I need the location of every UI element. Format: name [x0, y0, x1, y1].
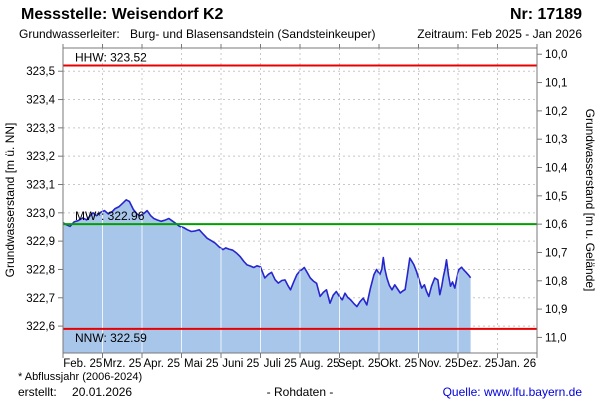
- hhw-label: HHW: 323.52: [75, 51, 147, 65]
- right-axis-tick-label: 10,4: [545, 163, 568, 175]
- left-axis-tick-label: 322,7: [26, 293, 55, 305]
- right-axis-tick-label: 10,0: [545, 49, 567, 61]
- aquifer-label: Grundwasserleiter:: [19, 27, 120, 41]
- left-axis-tick-label: 323,4: [26, 95, 55, 107]
- month-label: Nov. 25: [419, 358, 458, 370]
- month-label: Mai 25: [184, 358, 219, 370]
- month-label: Okt. 25: [380, 358, 417, 370]
- month-label: Sept. 25: [338, 358, 381, 370]
- right-axis-tick-label: 11,0: [545, 332, 567, 344]
- right-axis-tick-label: 10,5: [545, 191, 567, 203]
- month-label: Juni 25: [222, 358, 259, 370]
- right-axis-tick-label: 10,9: [545, 304, 567, 316]
- created-label: erstellt:: [18, 385, 57, 399]
- right-axis-tick-label: 10,3: [545, 134, 567, 146]
- month-label: Mrz. 25: [103, 358, 141, 370]
- month-label: Feb. 25: [63, 358, 102, 370]
- left-axis-tick-label: 323,0: [26, 208, 55, 220]
- left-axis-tick-label: 322,9: [26, 236, 55, 248]
- right-axis-title: Grundwasserstand [m u. Gelände]: [583, 109, 597, 292]
- left-axis-tick-label: 323,3: [26, 123, 55, 135]
- axis-ticks: [58, 44, 542, 358]
- footnote-abflussjahr: * Abflussjahr (2006-2024): [18, 371, 143, 383]
- right-axis-tick-label: 10,1: [545, 78, 567, 90]
- left-axis-title: Grundwasserstand [m ü. NN]: [3, 123, 17, 278]
- station-number: Nr: 17189: [509, 6, 582, 23]
- nnw-label: NNW: 322.59: [75, 331, 147, 345]
- aquifer-value: Burg- und Blasensandstein (Sandsteinkeup…: [130, 27, 376, 41]
- axis-labels: 323,5 323,4 323,3 323,2 323,1 323,0 322,9 322,8…: [3, 49, 597, 370]
- month-label: Apr. 25: [144, 358, 180, 370]
- month-label: Aug. 25: [300, 358, 340, 370]
- right-axis-tick-label: 10,2: [545, 106, 567, 118]
- month-label: Jan. 26: [498, 358, 536, 370]
- vertical-gridlines: [102, 48, 498, 353]
- right-axis-tick-label: 10,7: [545, 247, 567, 259]
- right-axis-tick-label: 10,8: [545, 276, 567, 288]
- created-row: erstellt: 20.01.2026: [18, 385, 132, 399]
- left-axis-tick-label: 323,1: [26, 179, 55, 191]
- left-axis-tick-label: 323,2: [26, 151, 55, 163]
- right-axis-tick-label: 10,6: [545, 219, 567, 231]
- left-axis-tick-label: 322,8: [26, 264, 55, 276]
- mw-label: MW*: 322.96: [75, 209, 145, 223]
- period-label: Zeitraum: Feb 2025 - Jan 2026: [417, 27, 582, 41]
- left-axis-tick-label: 322,6: [26, 321, 55, 333]
- month-label: Dez. 25: [458, 358, 498, 370]
- page-title: Messstelle: Weisendorf K2: [21, 6, 224, 23]
- data-type-label: - Rohdaten -: [266, 385, 334, 399]
- left-axis-tick-label: 323,5: [26, 66, 55, 78]
- month-label: Juli 25: [264, 358, 297, 370]
- reference-lines: HHW: 323.52 MW*: 322.96 NNW: 322.59: [63, 51, 537, 345]
- source-link[interactable]: Quelle: www.lfu.bayern.de: [442, 385, 582, 399]
- created-date: 20.01.2026: [72, 385, 133, 399]
